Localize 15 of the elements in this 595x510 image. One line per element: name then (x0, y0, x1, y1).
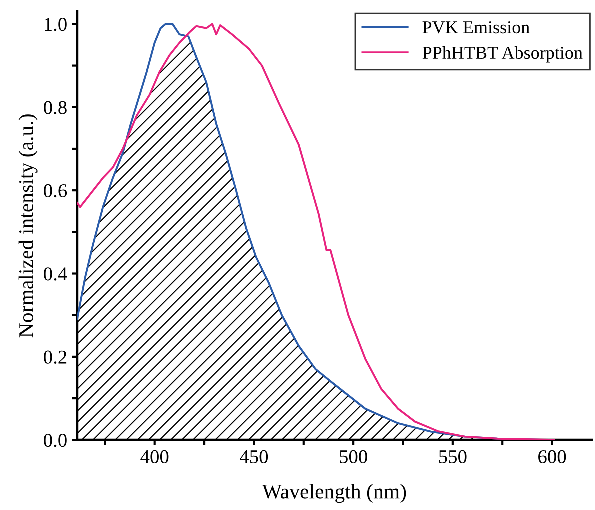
y-axis-title: Normalized intensity (a.u.) (18, 114, 38, 338)
y-tick-label: 0.0 (44, 434, 67, 448)
y-tick-label: 0.6 (44, 184, 68, 198)
x-axis-title: Wavelength (nm) (262, 484, 406, 504)
legend-label: PVK Emission (422, 21, 530, 34)
y-tick-label: 0.4 (44, 268, 68, 281)
x-tick-label: 400 (140, 450, 169, 464)
x-tick-label: 450 (240, 450, 268, 464)
legend-label: PPhHTBT Absorption (422, 46, 583, 63)
x-tick-label: 600 (538, 450, 566, 464)
x-tick-label: 550 (439, 450, 467, 464)
x-tick-label: 500 (340, 450, 368, 464)
y-tick-label: 0.8 (44, 101, 67, 114)
y-tick-label: 1.0 (45, 18, 67, 32)
y-tick-label: 0.2 (44, 350, 67, 364)
